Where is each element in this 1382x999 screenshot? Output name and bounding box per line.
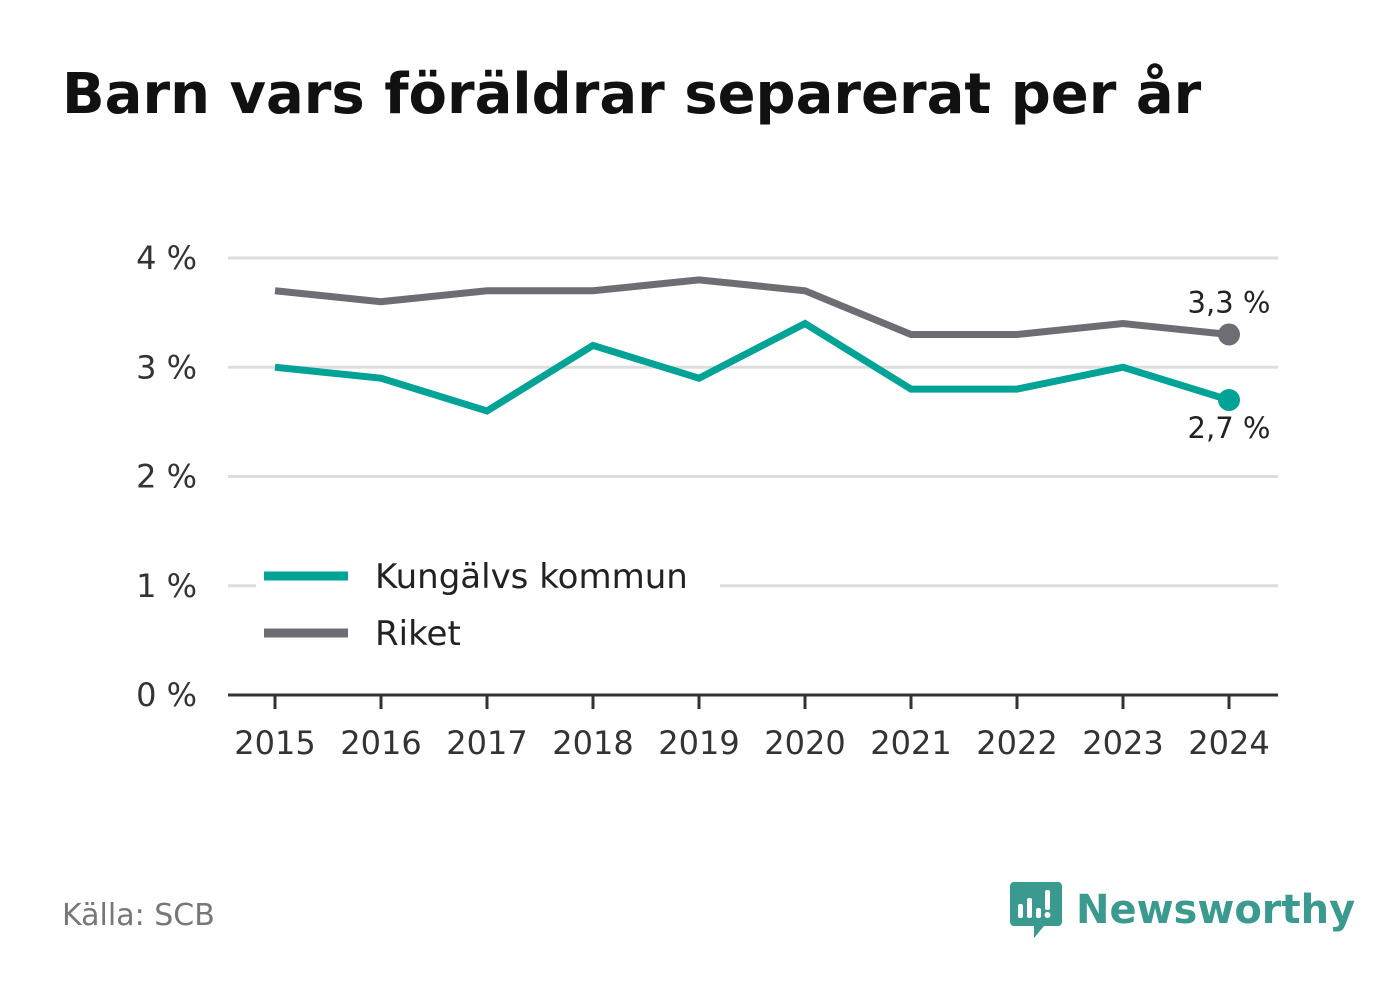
legend-label: Riket [375, 614, 461, 654]
series-end-label: 3,3 % [1188, 285, 1271, 319]
brand-name: Newsworthy [1076, 887, 1356, 933]
x-tick-label: 2024 [1188, 724, 1269, 762]
series-line [274, 319, 1231, 415]
y-tick-label: 3 % [136, 348, 197, 386]
x-tick-label: 2019 [658, 724, 739, 762]
y-tick-label: 0 % [136, 676, 197, 714]
x-tick-label: 2023 [1082, 724, 1163, 762]
legend-background [256, 546, 720, 666]
x-tick-label: 2017 [446, 724, 527, 762]
y-tick-label: 1 % [136, 567, 197, 605]
series-line [274, 276, 1230, 338]
y-axis-ticks: 0 % 1 % 2 % 3 % 4 % [136, 239, 197, 714]
newsworthy-logo-icon [1010, 882, 1062, 938]
legend: Kungälvs kommun Riket [256, 546, 720, 666]
x-tick-label: 2016 [340, 724, 421, 762]
series-end-point [1218, 323, 1240, 346]
source-note: Källa: SCB [62, 898, 215, 933]
legend-label: Kungälvs kommun [375, 557, 688, 597]
x-tick-label: 2021 [870, 724, 951, 762]
series-end-point [1218, 389, 1240, 412]
y-tick-label: 4 % [136, 239, 197, 277]
x-tick-label: 2018 [552, 724, 633, 762]
y-tick-label: 2 % [136, 458, 197, 496]
series-lines [274, 276, 1240, 415]
chart-title: Barn vars föräldrar separerat per år [62, 62, 1202, 127]
x-tick-label: 2020 [764, 724, 845, 762]
x-axis-ticks: 2015 2016 2017 2018 2019 2020 2021 2022 2023 2024 [234, 695, 1270, 762]
brand-logo: Newsworthy [1010, 878, 1355, 942]
end-labels: 3,3 % 2,7 % [1188, 285, 1271, 445]
x-tick-label: 2015 [234, 724, 315, 762]
series-end-label: 2,7 % [1188, 411, 1271, 445]
x-tick-label: 2022 [976, 724, 1057, 762]
grid-lines [228, 256, 1278, 588]
